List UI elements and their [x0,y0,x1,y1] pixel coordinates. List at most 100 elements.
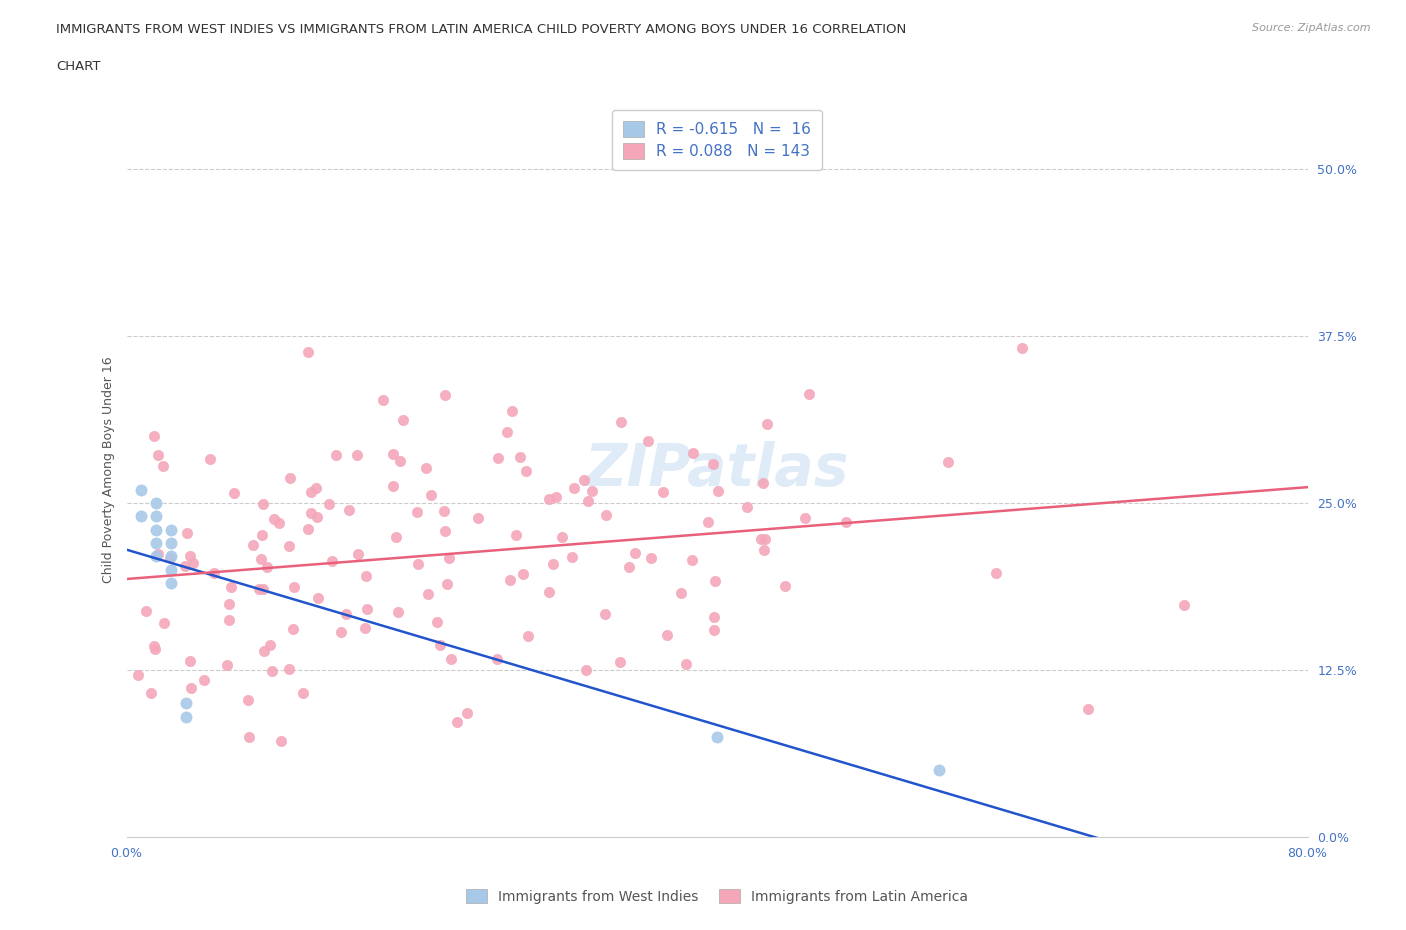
Point [247,581,270,596]
Point [145,549,167,564]
Point [283,621,305,636]
Point [325,448,347,463]
Point [501,404,523,418]
Point [456,706,478,721]
Point [433,503,456,518]
Point [159,563,183,578]
Point [707,484,730,498]
Point [145,523,167,538]
Point [135,604,157,618]
Point [537,491,560,506]
Point [703,610,725,625]
Point [179,653,201,668]
Point [657,628,679,643]
Point [129,483,153,498]
Point [512,566,534,581]
Point [446,714,468,729]
Point [145,509,167,524]
Point [538,585,561,600]
Point [299,505,322,520]
Legend: Immigrants from West Indies, Immigrants from Latin America: Immigrants from West Indies, Immigrants … [460,883,974,910]
Point [250,527,273,542]
Point [426,615,449,630]
Point [576,494,599,509]
Point [593,606,616,621]
Point [174,710,197,724]
Point [159,576,183,591]
Point [346,448,368,463]
Point [387,604,409,619]
Point [321,554,343,569]
Point [498,573,520,588]
Point [797,386,820,401]
Point [416,586,439,601]
Point [752,543,775,558]
Point [159,549,183,564]
Point [749,531,772,546]
Point [775,579,797,594]
Point [278,538,301,553]
Point [1173,598,1195,613]
Point [609,415,631,430]
Point [703,622,725,637]
Point [561,550,583,565]
Point [218,596,240,611]
Point [595,508,617,523]
Point [551,529,574,544]
Point [259,638,281,653]
Point [637,434,659,449]
Point [381,478,404,493]
Point [509,449,531,464]
Point [752,475,775,490]
Point [415,460,437,475]
Point [575,663,598,678]
Point [681,553,703,568]
Point [236,692,259,707]
Point [373,392,395,407]
Point [180,681,202,696]
Point [437,551,460,565]
Point [682,445,704,460]
Point [242,538,264,552]
Point [564,480,586,495]
Point [297,345,319,360]
Point [159,536,183,551]
Point [406,557,429,572]
Point [252,581,274,596]
Point [572,472,595,487]
Point [252,497,274,512]
Point [353,620,375,635]
Point [179,549,201,564]
Point [704,574,727,589]
Point [835,515,858,530]
Point [440,651,463,666]
Point [335,607,357,622]
Point [278,661,301,676]
Point [174,696,197,711]
Point [142,428,165,443]
Point [221,579,243,594]
Point [516,629,538,644]
Point [609,655,631,670]
Point [652,485,675,499]
Point [253,644,276,658]
Point [183,555,205,570]
Point [640,551,662,565]
Point [936,455,959,470]
Point [624,546,647,561]
Point [146,547,169,562]
Point [505,528,527,543]
Point [356,602,378,617]
Point [1011,341,1033,356]
Point [544,490,567,505]
Point [928,763,950,777]
Point [347,546,370,561]
Point [218,612,240,627]
Point [986,565,1008,580]
Point [145,536,167,551]
Point [217,658,239,672]
Text: IMMIGRANTS FROM WEST INDIES VS IMMIGRANTS FROM LATIN AMERICA CHILD POVERTY AMONG: IMMIGRANTS FROM WEST INDIES VS IMMIGRANT… [56,23,907,36]
Point [706,729,728,744]
Point [159,551,181,565]
Point [143,642,166,657]
